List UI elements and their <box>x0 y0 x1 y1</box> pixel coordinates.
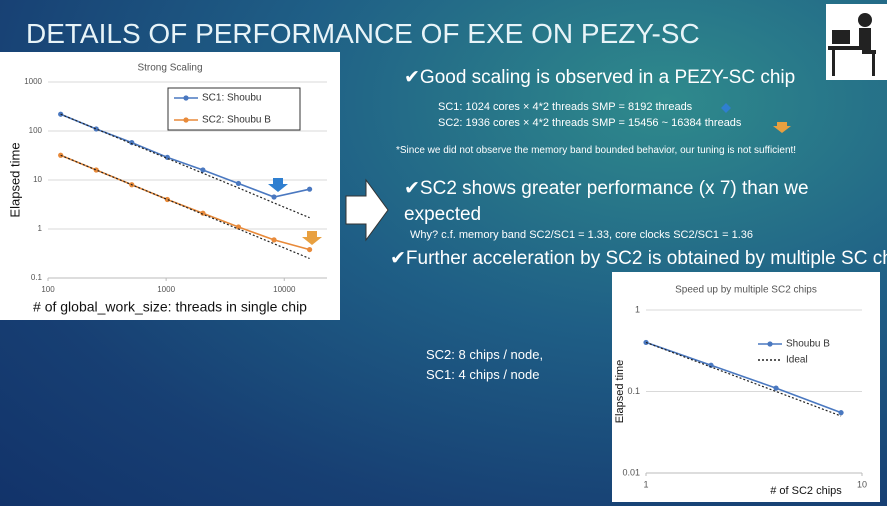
marker-icon <box>773 122 791 133</box>
y-axis-label: Elapsed time <box>7 142 22 217</box>
arrow-icon <box>268 178 288 192</box>
series-line <box>60 113 310 219</box>
data-point <box>306 246 313 253</box>
x-tick-label: 10000 <box>273 285 296 294</box>
legend-swatch <box>183 95 189 101</box>
series-line <box>60 154 310 260</box>
data-point <box>235 224 242 230</box>
data-point <box>164 196 170 203</box>
x-tick-label: 1 <box>643 479 648 489</box>
x-tick-label: 10 <box>857 479 867 489</box>
data-point <box>93 167 99 173</box>
legend-label: Ideal <box>786 355 808 366</box>
detail-text: SC1: 4 chips / node <box>426 367 540 382</box>
note: *Since we did not observe the memory ban… <box>396 145 797 156</box>
data-point <box>93 126 99 132</box>
legend-swatch <box>767 341 773 347</box>
detail-text: Why? c.f. memory band SC2/SC1 = 1.33, co… <box>410 229 753 241</box>
data-point <box>271 237 277 243</box>
arrow-icon <box>345 178 389 242</box>
data-point <box>129 139 135 146</box>
data-point <box>200 167 206 173</box>
y-tick-label: 0.1 <box>31 273 43 282</box>
data-point <box>235 180 242 187</box>
legend-label: SC1: Shoubu <box>202 93 262 104</box>
x-tick-label: 1000 <box>157 285 175 294</box>
chart-title: Strong Scaling <box>137 63 202 74</box>
detail-text: SC2: 8 chips / node, <box>426 347 544 362</box>
bullet: ✔SC2 shows greater performance (x 7) tha… <box>404 178 809 225</box>
legend-label: SC2: Shoubu B <box>202 115 271 126</box>
y-tick-label: 100 <box>29 126 43 135</box>
x-axis-label: # of global_work_size: threads in single… <box>33 299 307 315</box>
x-axis-label: # of SC2 chips <box>770 485 842 497</box>
data-point <box>306 186 313 192</box>
y-tick-label: 1000 <box>24 77 42 86</box>
person-icon <box>826 4 887 80</box>
chart-panel <box>612 272 880 502</box>
slide-title: DETAILS OF PERFORMANCE OF EXE ON PEZY-SC <box>26 18 700 49</box>
x-tick-label: 100 <box>41 285 55 294</box>
bullet: ✔Further acceleration by SC2 is obtained… <box>390 248 887 269</box>
y-tick-label: 1 <box>38 224 43 233</box>
chart-title: Speed up by multiple SC2 chips <box>675 285 817 296</box>
series-line <box>645 341 842 414</box>
legend-label: Shoubu B <box>786 339 830 350</box>
detail-text: SC2: 1936 cores × 4*2 threads SMP = 1545… <box>438 117 742 129</box>
y-tick-label: 0.1 <box>627 386 640 396</box>
bullet: ✔Good scaling is observed in a PEZY-SC c… <box>404 67 796 88</box>
series-line <box>645 341 842 417</box>
legend-swatch <box>183 117 189 123</box>
data-point <box>838 410 844 416</box>
legend-box <box>167 87 301 131</box>
marker-icon <box>721 103 731 113</box>
y-axis-label: Elapsed time <box>614 360 626 424</box>
chart: Speed up by multiple SC2 chips 0.01 0.1 1 1 1… <box>612 272 880 502</box>
data-point <box>773 385 779 391</box>
y-tick-label: 10 <box>33 175 42 184</box>
arrow-icon <box>302 231 322 245</box>
detail-text: SC1: 1024 cores × 4*2 threads SMP = 8192… <box>438 101 693 113</box>
y-tick-label: 0.01 <box>622 467 640 477</box>
data-point <box>200 210 206 216</box>
data-point <box>271 194 277 200</box>
y-tick-label: 1 <box>635 304 640 314</box>
chart: Strong Scaling 0.1 1 10 100 1000 100 1000 10000 #… <box>0 52 340 320</box>
